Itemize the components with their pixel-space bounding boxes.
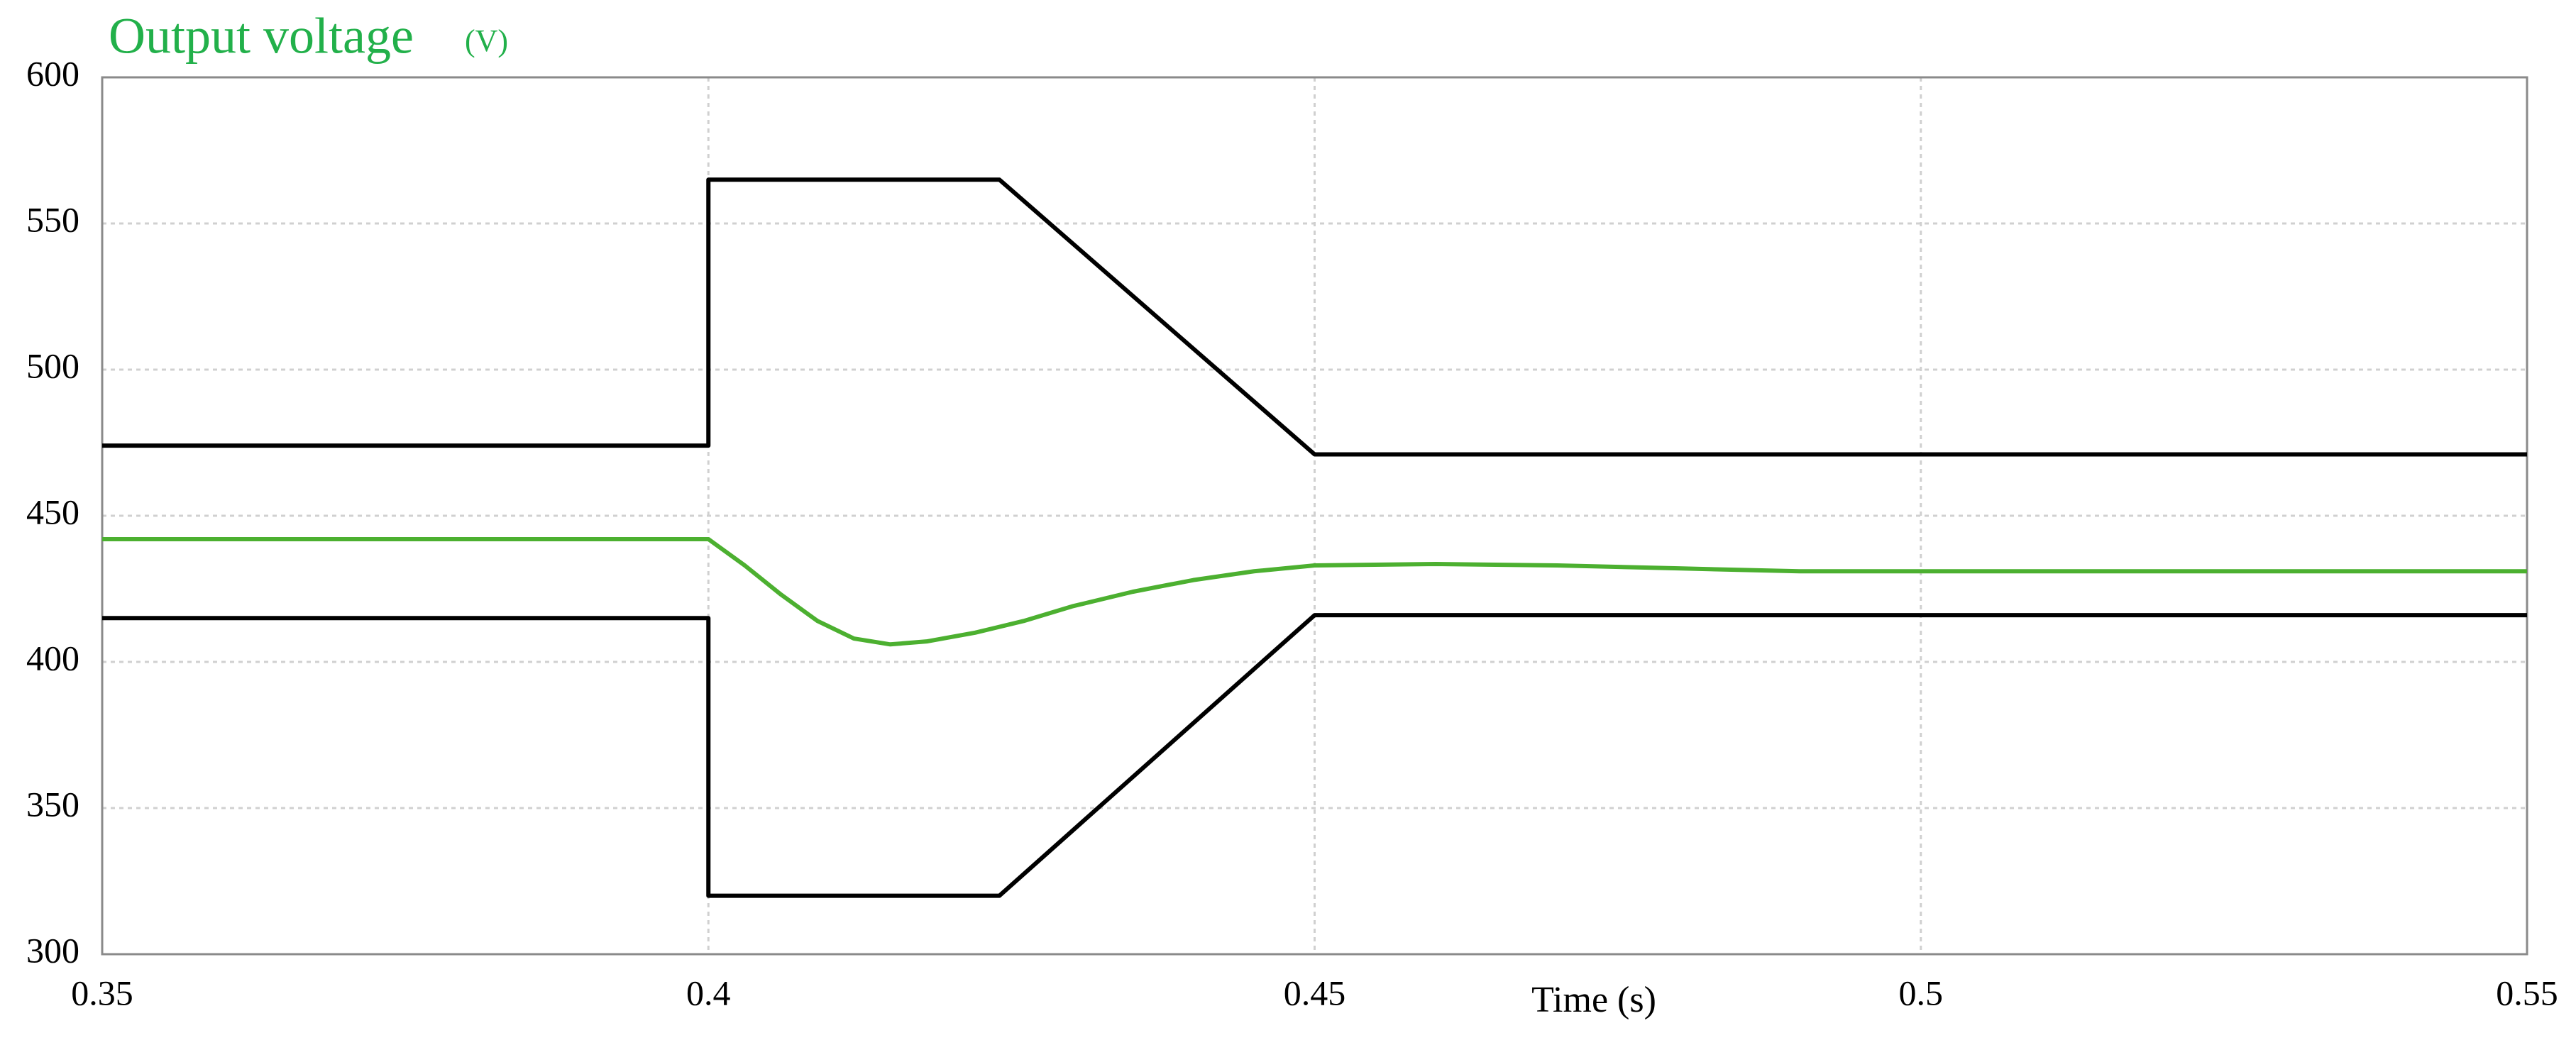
y-tick-label: 300: [26, 930, 79, 970]
plot-frame: [101, 76, 2528, 956]
y-tick-label: 500: [26, 345, 79, 385]
line-series: [102, 613, 2527, 898]
y-axis-label: (V): [465, 23, 508, 58]
x-tick-label: 0.35: [71, 973, 133, 1012]
y-tick-label: 350: [26, 784, 79, 824]
x-tick-label: 0.4: [686, 973, 731, 1012]
line-series: [102, 536, 2527, 647]
x-tick-label: 0.55: [2496, 973, 2558, 1012]
x-tick-label: 0.45: [1284, 973, 1346, 1012]
y-tick-label: 600: [26, 53, 79, 93]
line-series: [102, 177, 2527, 457]
chart-title: Output voltage: [109, 8, 414, 65]
y-tick-label: 450: [26, 492, 79, 531]
y-tick-label: 550: [26, 199, 79, 239]
x-axis-label: Time (s): [1531, 980, 1656, 1020]
y-tick-label: 400: [26, 638, 79, 678]
x-tick-label: 0.5: [1899, 973, 1944, 1012]
